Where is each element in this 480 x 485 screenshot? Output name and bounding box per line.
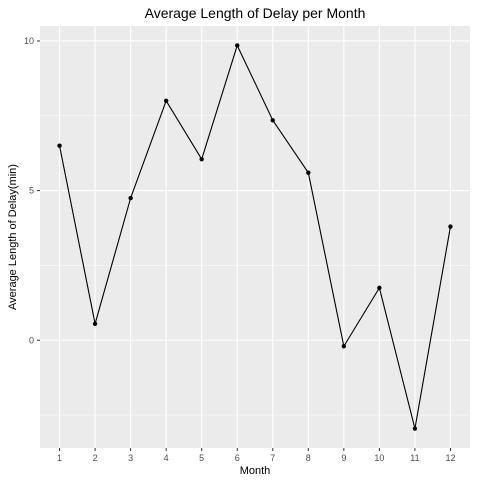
chart-title: Average Length of Delay per Month (145, 5, 366, 21)
y-tick-label: 10 (24, 36, 34, 46)
x-tick-label: 4 (164, 453, 169, 463)
x-tick-label: 6 (235, 453, 240, 463)
x-tick-label: 10 (374, 453, 384, 463)
data-point (163, 98, 169, 104)
y-axis-title: Average Length of Delay(min) (7, 164, 19, 310)
data-point (199, 156, 204, 162)
x-tick-label: 3 (128, 453, 133, 463)
x-tick-label: 12 (445, 453, 455, 463)
plot-panel (40, 26, 470, 448)
data-point (92, 321, 98, 326)
data-point (57, 143, 62, 148)
grid-major-lines (40, 26, 470, 448)
x-tick-label: 2 (93, 453, 98, 463)
y-tick-label: 0 (29, 335, 34, 345)
points-group (57, 43, 453, 431)
x-axis: 1 2 3 4 5 6 7 8 9 10 11 12 (57, 448, 455, 463)
data-point (448, 224, 453, 229)
x-tick-label: 9 (341, 453, 346, 463)
data-point (306, 170, 311, 175)
data-point (412, 426, 418, 431)
x-tick-label: 7 (270, 453, 275, 463)
series-line (59, 44, 451, 430)
x-tick-label: 8 (306, 453, 311, 463)
data-point (377, 285, 382, 291)
y-tick-label: 5 (29, 186, 34, 196)
x-tick-label: 11 (410, 453, 419, 463)
series-group (59, 44, 451, 430)
x-axis-title: Month (240, 465, 271, 477)
x-tick-label: 5 (199, 453, 204, 463)
data-point (341, 344, 347, 349)
data-point (128, 195, 133, 201)
data-point (270, 118, 275, 123)
x-tick-label: 1 (57, 453, 62, 463)
y-axis: 0 5 10 (24, 36, 40, 345)
data-point (235, 43, 240, 48)
